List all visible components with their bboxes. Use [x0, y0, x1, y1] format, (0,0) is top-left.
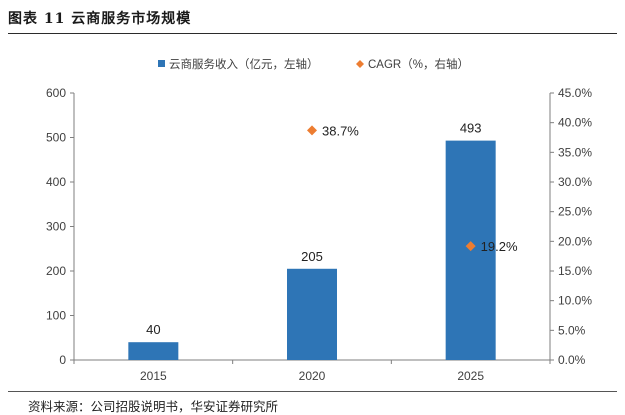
left-tick-label: 300: [46, 220, 66, 234]
title-divider: [8, 33, 617, 34]
right-tick-label: 0.0%: [558, 353, 586, 367]
right-tick-label: 15.0%: [558, 264, 592, 278]
right-tick-label: 40.0%: [558, 116, 592, 130]
x-tick-label: 2020: [299, 369, 326, 383]
source-note: 资料来源：公司招股说明书，华安证券研究所: [28, 399, 279, 414]
legend-label-revenue: 云商服务收入（亿元，左轴）: [169, 57, 319, 71]
bar-data-label: 40: [146, 322, 160, 337]
left-tick-label: 500: [46, 131, 66, 145]
right-tick-label: 45.0%: [558, 86, 592, 100]
left-tick-label: 100: [46, 309, 66, 323]
cagr-data-label: 38.7%: [322, 123, 359, 138]
right-tick-label: 35.0%: [558, 145, 592, 159]
legend-label-cagr: CAGR（%，右轴）: [368, 57, 469, 71]
bar-chart: 0 100 200 300 400 500 600 0.0% 5.0% 10.0% 15.0% 20.…: [46, 57, 592, 383]
right-tick-label: 25.0%: [558, 205, 592, 219]
left-tick-label: 400: [46, 175, 66, 189]
bar: [128, 342, 179, 360]
figure-title: 图表 11 云商服务市场规模: [8, 11, 192, 27]
source-divider: [8, 391, 617, 392]
cagr-data-label: 19.2%: [481, 239, 518, 254]
bar-data-label: 493: [460, 121, 482, 136]
left-tick-label: 200: [46, 264, 66, 278]
legend-square-icon: [158, 60, 165, 67]
cagr-diamond-marker: [307, 125, 317, 136]
right-tick-label: 30.0%: [558, 175, 592, 189]
bar-data-label: 205: [301, 249, 323, 264]
right-tick-label: 10.0%: [558, 294, 592, 308]
cagr-diamond-marker: [465, 241, 476, 252]
right-tick-label: 5.0%: [558, 323, 586, 337]
legend-diamond-icon: [356, 60, 364, 68]
left-tick-label: 0: [59, 353, 66, 367]
right-tick-label: 20.0%: [558, 234, 592, 248]
left-tick-label: 600: [46, 86, 66, 100]
x-tick-label: 2015: [140, 369, 167, 383]
x-tick-label: 2025: [457, 369, 484, 383]
bar: [287, 268, 337, 360]
